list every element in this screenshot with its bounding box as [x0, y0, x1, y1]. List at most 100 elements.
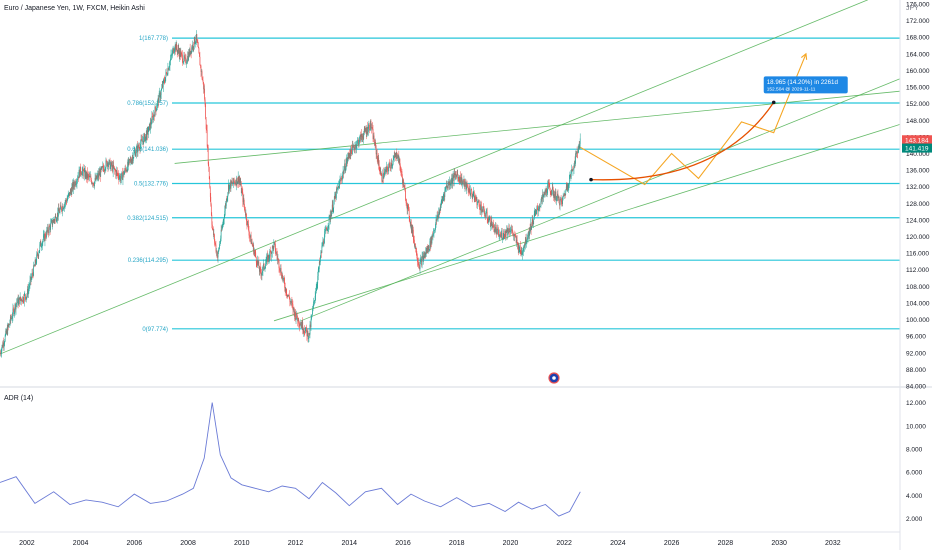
candle-body: [539, 206, 540, 209]
candle-body: [145, 134, 147, 137]
trend-line[interactable]: [300, 78, 901, 322]
candle-body: [229, 182, 231, 186]
candle-body: [278, 259, 279, 261]
trend-line[interactable]: [174, 90, 901, 164]
candle-body: [117, 173, 119, 178]
candle-body: [359, 134, 361, 137]
adr-series-line[interactable]: [0, 402, 581, 517]
candle-body: [32, 274, 34, 276]
candle-body: [357, 140, 358, 142]
candle-body: [25, 296, 27, 300]
candle-body: [168, 67, 170, 71]
candle-body: [373, 135, 374, 140]
candle-body: [70, 190, 72, 192]
projection-path[interactable]: [580, 53, 807, 186]
trend-line[interactable]: [273, 124, 901, 322]
candle-body: [168, 68, 169, 71]
candle-body: [391, 164, 393, 166]
candle-body: [310, 324, 311, 327]
candle-body: [421, 258, 422, 266]
candle-body: [418, 262, 419, 266]
candle-body: [281, 274, 282, 279]
candle-body: [120, 175, 121, 181]
candle-body: [198, 48, 200, 53]
candle-body: [498, 229, 499, 237]
candle-body: [440, 206, 442, 211]
trend-line[interactable]: [0, 0, 868, 355]
candle-body: [360, 134, 361, 142]
candle-body: [82, 167, 84, 171]
candle-body: [23, 301, 25, 302]
candle-body: [195, 39, 197, 43]
candle-body: [407, 205, 409, 207]
candle-body: [41, 246, 43, 247]
candle-body: [511, 229, 512, 231]
candle-body: [273, 242, 275, 243]
candle-body: [24, 294, 26, 298]
candle-body: [36, 253, 38, 255]
candle-body: [203, 88, 205, 90]
candle-body: [251, 242, 252, 244]
candle-body: [187, 56, 189, 61]
candle-body: [322, 245, 323, 247]
candle-body: [306, 326, 307, 331]
candle-body: [290, 301, 291, 303]
candle-body: [479, 204, 480, 209]
candle-body: [173, 51, 175, 53]
candle-body: [244, 206, 246, 212]
candle-body: [17, 298, 18, 303]
candle-body: [315, 288, 317, 294]
arc-start-point[interactable]: [589, 177, 593, 182]
candle-body: [370, 120, 371, 130]
candle-body: [126, 170, 128, 172]
candle-body: [450, 182, 452, 185]
candle-body: [194, 42, 196, 44]
candle-body: [188, 52, 190, 56]
candle-body: [287, 294, 289, 296]
main-pane[interactable]: 1(167.778) 0.786(152.157) 0.618(141.036) 0.…: [0, 0, 901, 358]
candle-body: [38, 252, 40, 257]
price-tick-label: 164.000: [906, 51, 930, 58]
arc-projection[interactable]: [591, 102, 775, 181]
candle-body: [534, 212, 536, 214]
candle-body: [515, 237, 517, 243]
replay-icon[interactable]: [548, 372, 560, 384]
candle-body: [19, 297, 20, 305]
candle-body: [412, 229, 414, 234]
candle-body: [277, 255, 278, 260]
candle-body: [525, 237, 526, 246]
candle-body: [69, 192, 71, 196]
candle-body: [323, 240, 324, 245]
candle-body: [58, 208, 59, 217]
time-axis[interactable]: 2002 2004 2006 2008 2010 2012 2014 2016 2018 2020…: [19, 540, 841, 547]
candle-body: [102, 165, 104, 169]
candle-body: [557, 193, 559, 199]
candle-body: [458, 178, 460, 182]
candle-body: [441, 200, 443, 201]
candle-body: [182, 61, 184, 63]
candle-body: [144, 136, 146, 142]
candle-body: [30, 276, 32, 280]
candle-body: [563, 193, 565, 196]
candle-body: [473, 192, 475, 196]
candle-body: [236, 177, 238, 184]
candle-body: [316, 286, 318, 289]
price-axis[interactable]: 84.000 88.000 92.000 96.000 100.000 104.000 10…: [902, 2, 932, 391]
projection-arrow-head[interactable]: [800, 52, 808, 60]
price-tick-label: 88.000: [906, 367, 926, 374]
candle-body: [65, 199, 66, 203]
adr-pane[interactable]: [0, 402, 581, 517]
candle-body: [43, 235, 44, 241]
candle-body: [397, 157, 399, 159]
candle-body: [127, 161, 129, 166]
candle-body: [311, 314, 313, 317]
candle-body: [512, 229, 513, 233]
candle-body: [304, 329, 306, 334]
candle-body: [2, 342, 4, 348]
adr-axis[interactable]: 2.000 4.000 6.000 8.000 10.000 12.000: [906, 400, 926, 523]
arc-end-point[interactable]: [771, 100, 776, 105]
price-tick-label: 104.000: [906, 300, 930, 307]
candle-body: [198, 46, 199, 49]
candle-body: [220, 229, 222, 239]
